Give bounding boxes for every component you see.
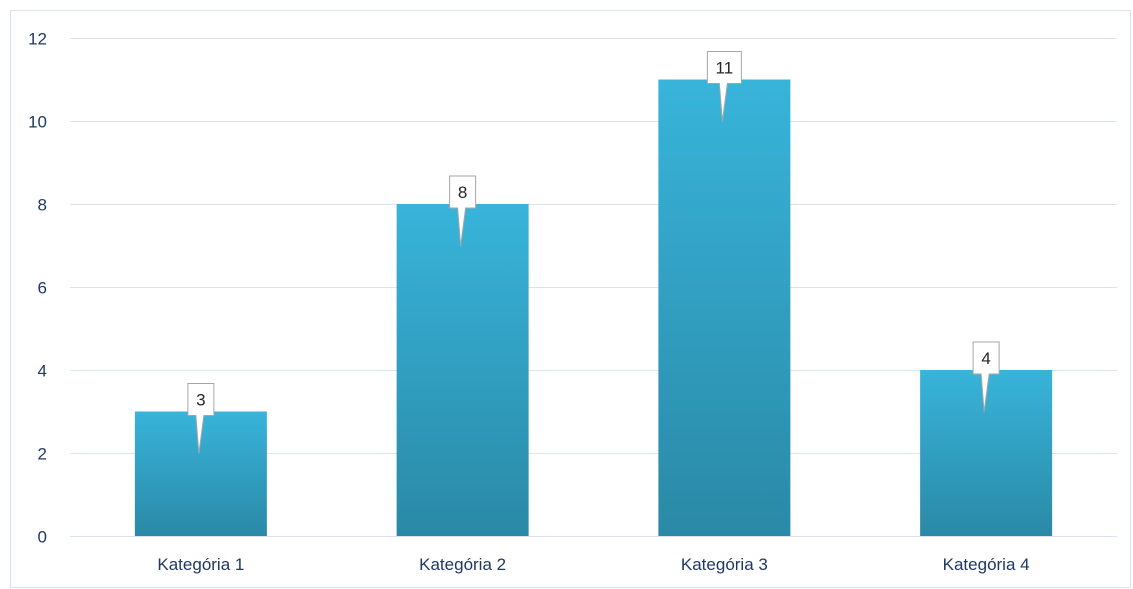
x-category-label: Kategória 1 [157,555,244,574]
data-label-callout: 8 [449,175,477,247]
data-label-box [972,341,1000,413]
y-axis-tick-labels: 0 2 4 6 8 10 12 [28,30,47,547]
x-category-label: Kategória 4 [943,555,1030,574]
data-label-callout: 4 [972,341,1000,413]
x-category-label: Kategória 2 [419,555,506,574]
y-tick-label: 2 [38,445,47,464]
data-label-box [706,51,742,122]
data-label-value: 4 [981,349,990,368]
data-label-callout: 11 [706,51,742,122]
data-label-box [187,383,215,454]
bar [396,204,529,536]
y-tick-label: 6 [38,279,47,298]
data-labels: 3 8 11 4 [187,51,1000,454]
y-tick-label: 12 [28,30,47,49]
data-label-value: 3 [196,391,205,410]
y-tick-label: 8 [38,196,47,215]
data-label-value: 11 [716,59,734,78]
data-label-callout: 3 [187,383,215,454]
data-label-value: 8 [458,183,467,202]
y-tick-label: 4 [38,362,47,381]
x-axis-category-labels: Kategória 1 Kategória 2 Kategória 3 Kategór… [157,555,1029,574]
bar [658,79,791,536]
y-tick-label: 0 [38,528,47,547]
y-tick-label: 10 [28,113,47,132]
chart-container: 0 2 4 6 8 10 12 Kategória 1 Kategória 2 Kategóri… [10,10,1131,588]
x-category-label: Kategória 3 [681,555,768,574]
bars [134,79,1053,536]
data-label-box [449,175,477,247]
